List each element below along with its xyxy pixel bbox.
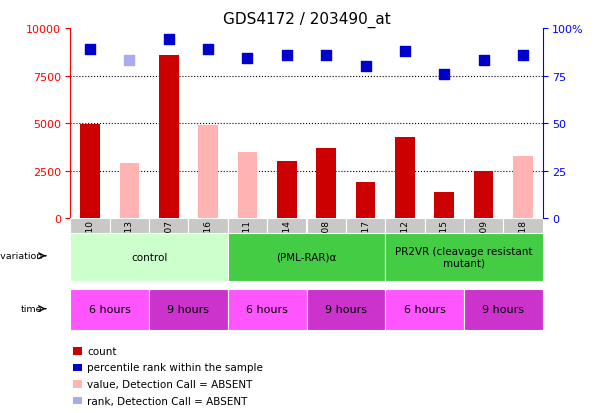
Bar [110,219,149,233]
Bar [385,219,424,233]
Bar [385,233,543,281]
Text: GSM538613: GSM538613 [125,219,134,274]
Bar [73,397,82,404]
Point [124,58,134,64]
Point [400,48,409,55]
Bar [70,289,149,330]
Bar [474,171,493,219]
Point [282,52,292,59]
Text: GSM538618: GSM538618 [519,219,527,274]
Title: GDS4172 / 203490_at: GDS4172 / 203490_at [223,12,390,28]
Bar [70,219,110,233]
Bar [70,233,228,281]
Text: GSM538617: GSM538617 [361,219,370,274]
Bar [149,219,189,233]
Text: 9 hours: 9 hours [325,305,367,315]
Text: (PML-RAR)α: (PML-RAR)α [276,252,337,262]
Bar [306,219,346,233]
Text: time: time [21,304,42,313]
Text: 6 hours: 6 hours [246,305,288,315]
Text: 6 hours: 6 hours [89,305,131,315]
Bar [238,152,257,219]
Bar [513,156,533,219]
Point [518,52,528,59]
Text: GSM538609: GSM538609 [479,219,488,274]
Bar [73,380,82,388]
Text: value, Detection Call = ABSENT: value, Detection Call = ABSENT [87,379,253,389]
Point [321,52,331,59]
Text: GSM538607: GSM538607 [164,219,173,274]
Bar [435,192,454,219]
Text: genotype/variation: genotype/variation [0,252,42,261]
Text: count: count [87,346,116,356]
Text: GSM538612: GSM538612 [400,219,409,274]
Text: 9 hours: 9 hours [482,305,524,315]
Bar [346,219,385,233]
Bar [306,289,385,330]
Text: 6 hours: 6 hours [403,305,446,315]
Bar [464,219,503,233]
Point [243,56,253,63]
Bar [316,149,336,219]
Bar [80,125,100,219]
Bar [159,55,178,219]
Bar [228,219,267,233]
Text: rank, Detection Call = ABSENT: rank, Detection Call = ABSENT [87,396,248,406]
Text: PR2VR (cleavage resistant
mutant): PR2VR (cleavage resistant mutant) [395,246,533,268]
Text: GSM538614: GSM538614 [283,219,291,274]
Bar [503,219,543,233]
Bar [267,219,306,233]
Bar [73,364,82,371]
Point [164,37,173,44]
Point [85,47,95,53]
Text: GSM538615: GSM538615 [440,219,449,274]
Bar [277,162,297,219]
Bar [199,126,218,219]
Point [360,64,370,70]
Text: control: control [131,252,167,262]
Bar [73,347,82,355]
Bar [189,219,228,233]
Bar [356,183,375,219]
Bar [395,137,414,219]
Bar [385,289,464,330]
Text: 9 hours: 9 hours [167,305,210,315]
Text: GSM538610: GSM538610 [86,219,94,274]
Text: GSM538608: GSM538608 [322,219,330,274]
Point [479,58,489,64]
Text: GSM538611: GSM538611 [243,219,252,274]
Text: percentile rank within the sample: percentile rank within the sample [87,363,263,373]
Point [204,47,213,53]
Text: GSM538616: GSM538616 [204,219,213,274]
Bar [424,219,464,233]
Bar [149,289,228,330]
Bar [120,164,139,219]
Bar [464,289,543,330]
Bar [228,233,385,281]
Bar [228,289,306,330]
Point [440,71,449,78]
